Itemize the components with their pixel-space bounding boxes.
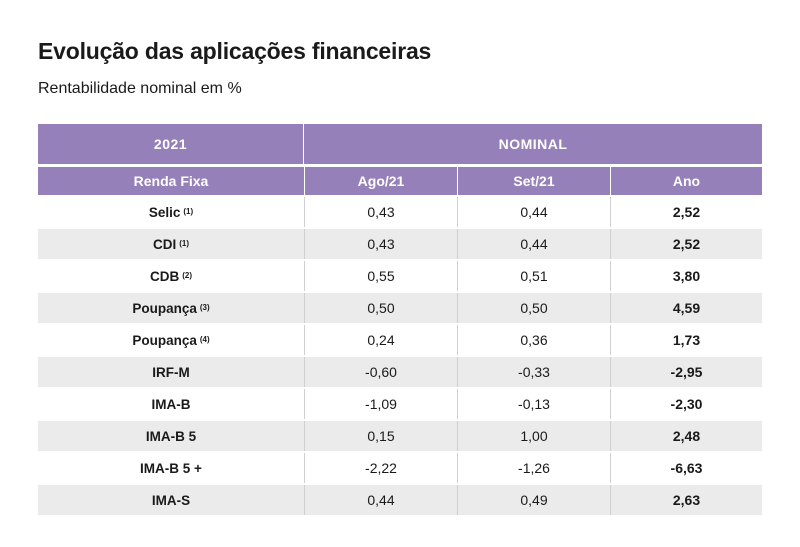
row-label-name: Poupança bbox=[132, 300, 197, 316]
cell-ano: -2,95 bbox=[610, 357, 762, 387]
cell-set: 0,44 bbox=[457, 197, 610, 227]
cell-ago: -1,09 bbox=[304, 389, 457, 419]
cell-ago: 0,55 bbox=[304, 261, 457, 291]
row-label-name: IMA-S bbox=[151, 492, 191, 508]
cell-set: 0,49 bbox=[457, 485, 610, 515]
column-header-set: Set/21 bbox=[457, 167, 610, 195]
row-label: CDI (1) bbox=[152, 236, 190, 252]
row-label: Poupança (3) bbox=[132, 300, 210, 316]
cell-ano: 2,48 bbox=[610, 421, 762, 451]
returns-table: 2021 NOMINAL Renda Fixa Ago/21 Set/21 An… bbox=[38, 124, 762, 515]
cell-set: 0,44 bbox=[457, 229, 610, 259]
cell-ano: 3,80 bbox=[610, 261, 762, 291]
cell-ano: 2,52 bbox=[610, 229, 762, 259]
row-label-name: IMA-B bbox=[151, 396, 191, 412]
table-row: IMA-S 0,44 0,49 2,63 bbox=[38, 485, 762, 515]
row-label-name: IMA-B 5 bbox=[145, 428, 197, 444]
row-label-name: CDI bbox=[152, 236, 177, 252]
cell-ago: 0,44 bbox=[304, 485, 457, 515]
table-row: IRF-M -0,60 -0,33 -2,95 bbox=[38, 357, 762, 387]
row-label-name: Poupança bbox=[132, 332, 197, 348]
cell-ano: 1,73 bbox=[610, 325, 762, 355]
table-row: IMA-B 5 0,15 1,00 2,48 bbox=[38, 421, 762, 451]
row-label-name: Selic bbox=[148, 204, 181, 220]
table-header-columns: Renda Fixa Ago/21 Set/21 Ano bbox=[38, 167, 762, 195]
cell-set: 0,51 bbox=[457, 261, 610, 291]
cell-set: 1,00 bbox=[457, 421, 610, 451]
row-label: Poupança (4) bbox=[132, 332, 210, 348]
row-label: Selic (1) bbox=[148, 204, 194, 220]
row-label-name: IMA-B 5 + bbox=[140, 460, 202, 476]
row-label: IRF-M bbox=[38, 357, 304, 387]
cell-ano: 2,52 bbox=[610, 197, 762, 227]
header-nominal: NOMINAL bbox=[498, 136, 568, 152]
cell-ano: -6,63 bbox=[610, 453, 762, 483]
cell-ago: -0,60 bbox=[304, 357, 457, 387]
row-label: CDB (2) bbox=[149, 268, 193, 284]
cell-ago: 0,50 bbox=[304, 293, 457, 323]
cell-ago: 0,43 bbox=[304, 197, 457, 227]
cell-ano: 2,63 bbox=[610, 485, 762, 515]
page-subtitle: Rentabilidade nominal em % bbox=[38, 80, 242, 97]
cell-ago: 0,15 bbox=[304, 421, 457, 451]
column-header-renda-fixa: Renda Fixa bbox=[133, 173, 209, 189]
table-row: CDB (2) 0,55 0,51 3,80 bbox=[38, 261, 762, 291]
header-year: 2021 bbox=[38, 124, 304, 164]
row-label: IMA-B bbox=[38, 389, 304, 419]
cell-ano: -2,30 bbox=[610, 389, 762, 419]
row-label: IMA-B 5 + bbox=[38, 453, 304, 483]
row-label-name: CDB bbox=[149, 268, 180, 284]
cell-set: -1,26 bbox=[457, 453, 610, 483]
cell-ago: -2,22 bbox=[304, 453, 457, 483]
cell-ago: 0,43 bbox=[304, 229, 457, 259]
table-row: Poupança (4) 0,24 0,36 1,73 bbox=[38, 325, 762, 355]
table-row: IMA-B 5 + -2,22 -1,26 -6,63 bbox=[38, 453, 762, 483]
row-label-name: IRF-M bbox=[152, 364, 190, 380]
table-row: Poupança (3) 0,50 0,50 4,59 bbox=[38, 293, 762, 323]
table-header-group: 2021 NOMINAL bbox=[38, 124, 762, 164]
row-label: IMA-S bbox=[38, 485, 304, 515]
cell-set: 0,36 bbox=[457, 325, 610, 355]
cell-set: -0,13 bbox=[457, 389, 610, 419]
column-header-ano: Ano bbox=[610, 167, 762, 195]
table-row: Selic (1) 0,43 0,44 2,52 bbox=[38, 197, 762, 227]
cell-set: 0,50 bbox=[457, 293, 610, 323]
row-label: IMA-B 5 bbox=[38, 421, 304, 451]
cell-set: -0,33 bbox=[457, 357, 610, 387]
column-header-ago: Ago/21 bbox=[304, 167, 457, 195]
table-row: IMA-B -1,09 -0,13 -2,30 bbox=[38, 389, 762, 419]
cell-ago: 0,24 bbox=[304, 325, 457, 355]
table-row: CDI (1) 0,43 0,44 2,52 bbox=[38, 229, 762, 259]
cell-ano: 4,59 bbox=[610, 293, 762, 323]
table-body: Selic (1) 0,43 0,44 2,52 CDI (1) 0,43 0,44 2,52 CD… bbox=[38, 197, 762, 515]
page-title: Evolução das aplicações financeiras bbox=[38, 38, 432, 64]
